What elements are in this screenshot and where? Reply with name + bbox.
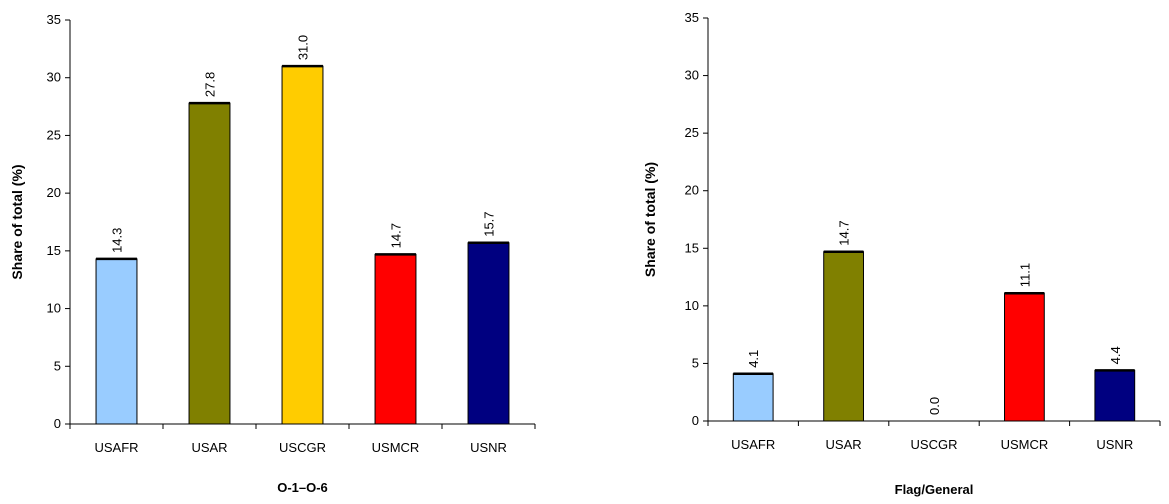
x-tick-label: USMCR — [372, 440, 420, 455]
x-tick-label: USAFR — [94, 440, 138, 455]
y-tick-label: 10 — [47, 301, 61, 316]
bar-usnr — [467, 242, 510, 425]
y-tick-label: 25 — [685, 125, 699, 140]
data-label-uscgr: 31.0 — [296, 35, 311, 60]
y-tick-label: 30 — [47, 70, 61, 85]
bar-usafr — [95, 258, 138, 425]
y-tick-label: 20 — [685, 183, 699, 198]
data-label-usmcr: 11.1 — [1017, 263, 1032, 287]
x-tick-label: USMCR — [1001, 437, 1049, 452]
data-label-usafr: 4.1 — [746, 350, 761, 368]
data-label-usar: 14.7 — [837, 220, 852, 245]
bar-usnr — [1094, 369, 1136, 422]
data-label-usmcr: 14.7 — [389, 223, 404, 248]
data-label-usnr: 4.4 — [1108, 346, 1123, 364]
y-tick-label: 35 — [685, 10, 699, 25]
x-tick-label: USAR — [191, 440, 227, 455]
x-axis-title: Flag/General — [895, 482, 974, 497]
x-tick-label: USCGR — [911, 437, 958, 452]
x-tick-label: USAR — [826, 437, 862, 452]
data-label-usafr: 14.3 — [110, 228, 125, 253]
data-label-uscgr: 0.0 — [927, 397, 942, 415]
data-label-usar: 27.8 — [203, 72, 218, 97]
data-label-usnr: 15.7 — [482, 211, 497, 236]
chart-flag-general: 0 5 10 15 20 25 30 35 4.1 USAFR 14.7 USAR 0.0 USCGR 11… — [642, 10, 1161, 497]
x-tick-label: USCGR — [279, 440, 326, 455]
bar-uscgr — [281, 65, 324, 425]
y-tick-label: 25 — [47, 127, 61, 142]
chart-officers: 0 5 10 15 20 25 30 35 14.3 USAFR 27.8 USAR 31.0 USCGR… — [9, 12, 536, 495]
y-tick-label: 30 — [685, 68, 699, 83]
x-tick-label: USNR — [470, 440, 507, 455]
y-tick-label: 20 — [47, 185, 61, 200]
y-tick-label: 5 — [54, 358, 61, 373]
bar-usafr — [732, 373, 774, 422]
y-axis-title: Share of total (%) — [9, 164, 25, 279]
y-tick-label: 0 — [692, 413, 699, 428]
y-tick-label: 10 — [685, 298, 699, 313]
bar-usmcr — [1004, 292, 1045, 422]
bar-usar — [188, 102, 231, 425]
x-tick-label: USNR — [1096, 437, 1133, 452]
y-tick-label: 5 — [692, 355, 699, 370]
y-axis-title: Share of total (%) — [642, 162, 658, 277]
y-tick-label: 15 — [47, 243, 61, 258]
y-tick-label: 15 — [685, 240, 699, 255]
y-tick-label: 35 — [47, 12, 61, 27]
bar-usmcr — [374, 253, 417, 425]
bar-usar — [823, 251, 864, 422]
x-tick-label: USAFR — [731, 437, 775, 452]
x-axis-title: O-1–O-6 — [277, 480, 328, 495]
y-tick-label: 0 — [54, 416, 61, 431]
